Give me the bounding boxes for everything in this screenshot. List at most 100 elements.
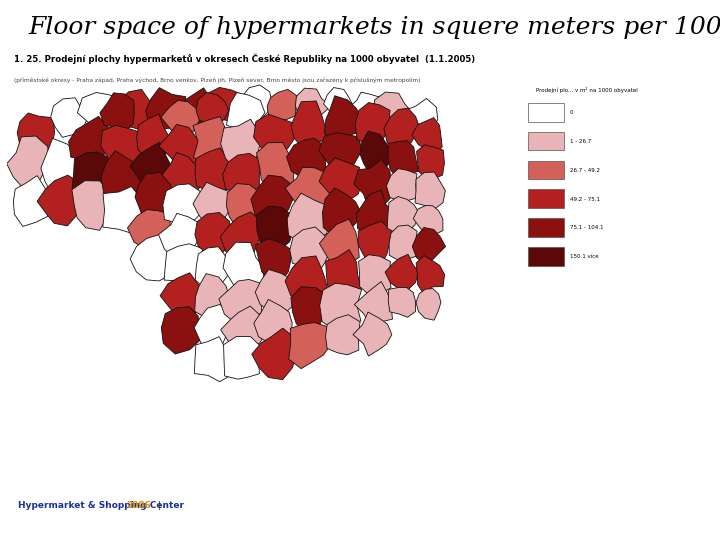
Polygon shape xyxy=(220,212,261,260)
Polygon shape xyxy=(195,213,232,256)
Polygon shape xyxy=(358,221,392,265)
Polygon shape xyxy=(159,124,204,167)
Polygon shape xyxy=(220,306,267,351)
Polygon shape xyxy=(256,239,291,281)
Polygon shape xyxy=(285,256,328,305)
Polygon shape xyxy=(320,219,359,269)
Polygon shape xyxy=(194,274,229,318)
Bar xyxy=(528,190,564,208)
Polygon shape xyxy=(117,90,157,130)
Text: 0: 0 xyxy=(570,110,573,116)
Polygon shape xyxy=(224,336,261,379)
Polygon shape xyxy=(14,176,48,226)
Polygon shape xyxy=(162,152,206,201)
Polygon shape xyxy=(360,131,393,173)
Polygon shape xyxy=(387,168,417,201)
Polygon shape xyxy=(242,85,272,120)
Polygon shape xyxy=(289,322,332,369)
Polygon shape xyxy=(101,151,148,204)
Polygon shape xyxy=(374,92,413,132)
Text: |: | xyxy=(155,501,161,510)
Polygon shape xyxy=(179,88,218,125)
Polygon shape xyxy=(356,190,395,237)
Polygon shape xyxy=(255,269,297,316)
Polygon shape xyxy=(193,117,236,164)
Polygon shape xyxy=(325,249,361,295)
Polygon shape xyxy=(193,183,233,225)
Polygon shape xyxy=(195,247,230,289)
Polygon shape xyxy=(384,108,420,151)
Polygon shape xyxy=(195,148,233,191)
Polygon shape xyxy=(219,280,262,323)
Polygon shape xyxy=(130,234,177,281)
Polygon shape xyxy=(161,100,201,137)
Polygon shape xyxy=(41,138,81,196)
Polygon shape xyxy=(163,184,207,225)
Polygon shape xyxy=(127,210,172,249)
Polygon shape xyxy=(6,136,49,188)
Polygon shape xyxy=(416,288,441,320)
Text: (příměstské okresy - Praha západ, Praha východ, Brno venkov, Plzeň jih, Plzeň se: (příměstské okresy - Praha západ, Praha … xyxy=(14,77,421,83)
Text: 2006: 2006 xyxy=(126,501,150,510)
Polygon shape xyxy=(353,312,392,356)
Polygon shape xyxy=(223,242,264,290)
Text: Hypermarket & Shopping Center: Hypermarket & Shopping Center xyxy=(18,501,187,510)
Polygon shape xyxy=(252,328,297,380)
Polygon shape xyxy=(37,175,82,226)
Polygon shape xyxy=(160,273,208,321)
Polygon shape xyxy=(101,125,146,173)
Polygon shape xyxy=(319,158,363,201)
Polygon shape xyxy=(68,116,115,160)
Polygon shape xyxy=(222,153,261,192)
Polygon shape xyxy=(267,89,297,121)
Bar xyxy=(528,247,564,266)
Polygon shape xyxy=(253,114,295,156)
Text: 75.1 - 104.1: 75.1 - 104.1 xyxy=(570,225,603,231)
Bar xyxy=(528,103,564,122)
Text: Floor space of hypermarkets in squere meters per 1000 inhabitants: Floor space of hypermarkets in squere me… xyxy=(29,16,720,39)
Polygon shape xyxy=(389,225,418,260)
Polygon shape xyxy=(227,92,265,130)
Polygon shape xyxy=(50,98,88,137)
Polygon shape xyxy=(323,87,354,122)
Polygon shape xyxy=(256,206,293,254)
Polygon shape xyxy=(194,336,233,382)
Polygon shape xyxy=(320,283,361,330)
Polygon shape xyxy=(135,172,174,223)
Bar xyxy=(528,132,564,151)
Polygon shape xyxy=(194,305,233,353)
Polygon shape xyxy=(226,184,265,230)
Polygon shape xyxy=(323,188,361,237)
Polygon shape xyxy=(137,114,169,160)
Polygon shape xyxy=(290,227,330,276)
Polygon shape xyxy=(417,145,444,179)
Polygon shape xyxy=(413,227,446,264)
Text: 26.7 - 49.2: 26.7 - 49.2 xyxy=(570,168,600,173)
Bar xyxy=(528,160,564,179)
Text: 49.2 - 75.1: 49.2 - 75.1 xyxy=(570,197,600,201)
Polygon shape xyxy=(253,299,292,348)
Polygon shape xyxy=(196,92,229,125)
Text: Prodejní plo... v m² na 1000 obyvatel: Prodejní plo... v m² na 1000 obyvatel xyxy=(536,87,637,93)
Polygon shape xyxy=(130,142,171,192)
Polygon shape xyxy=(72,181,112,231)
Polygon shape xyxy=(319,133,362,176)
Polygon shape xyxy=(291,287,328,334)
Polygon shape xyxy=(359,255,391,294)
Polygon shape xyxy=(72,152,116,197)
Polygon shape xyxy=(158,213,202,258)
Polygon shape xyxy=(354,281,392,323)
Polygon shape xyxy=(220,119,260,170)
Polygon shape xyxy=(103,186,147,233)
Polygon shape xyxy=(413,206,443,235)
Polygon shape xyxy=(347,92,380,128)
Polygon shape xyxy=(387,197,420,234)
Polygon shape xyxy=(100,93,134,132)
Polygon shape xyxy=(78,92,125,130)
Text: 1. 25. Prodejní plochy hypermarketů v okresech České Republiky na 1000 obyvatel : 1. 25. Prodejní plochy hypermarketů v ok… xyxy=(14,53,475,64)
Polygon shape xyxy=(416,255,444,294)
Polygon shape xyxy=(355,103,390,145)
Polygon shape xyxy=(415,172,446,210)
Text: 150.1 více: 150.1 více xyxy=(570,254,598,259)
Bar xyxy=(528,218,564,237)
